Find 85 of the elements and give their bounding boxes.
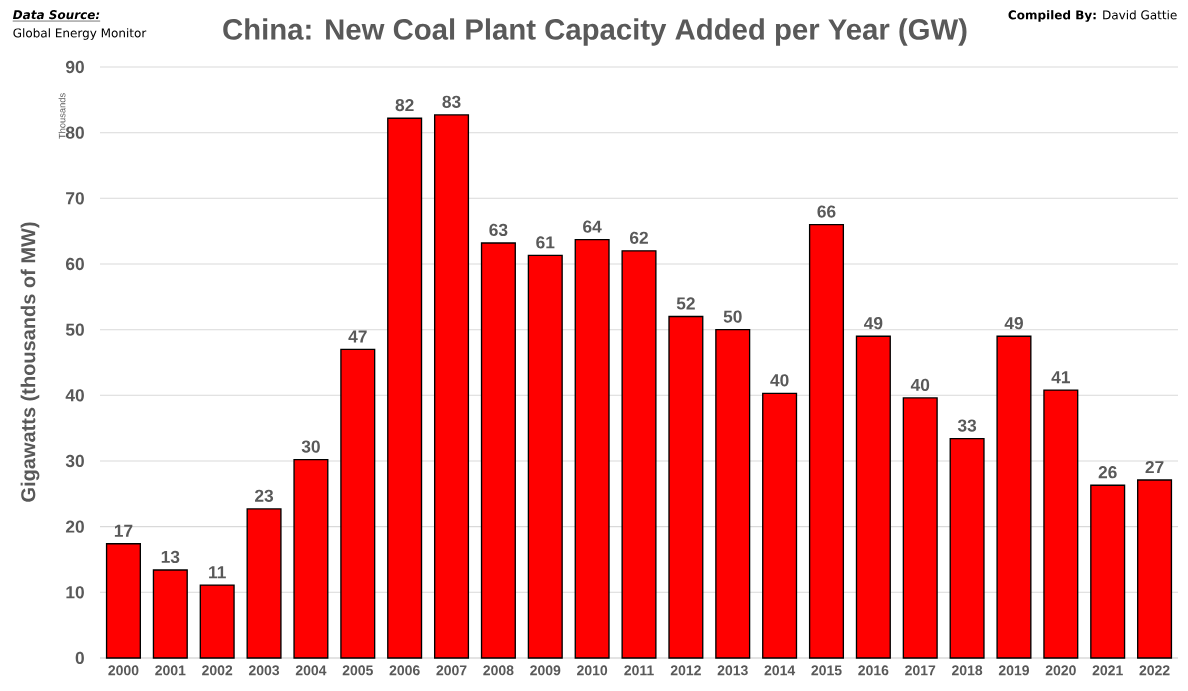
x-tick-label: 2022 [1139, 665, 1170, 676]
bar [715, 328, 751, 659]
data-label: 17 [114, 524, 133, 537]
x-tick-label: 2011 [624, 665, 654, 676]
data-label: 66 [817, 205, 836, 218]
y-tick-label: 40 [65, 389, 84, 402]
x-tick-label: 2008 [483, 665, 514, 676]
data-label: 27 [1145, 460, 1164, 474]
bar [527, 254, 563, 659]
data-label: 40 [770, 374, 789, 387]
x-tick-label: 2018 [952, 665, 983, 676]
x-tick-label: 2014 [764, 665, 796, 676]
data-label: 64 [583, 220, 602, 233]
text: Global Energy Monitor [13, 28, 147, 40]
data-label: 41 [1051, 371, 1070, 384]
x-tick-label: 2004 [295, 665, 327, 676]
y-tick-label: 60 [65, 257, 84, 271]
bar [668, 315, 704, 659]
data-label: 40 [910, 378, 930, 392]
bar [762, 392, 798, 659]
x-tick-label: 2020 [1045, 665, 1076, 676]
bar [996, 335, 1032, 659]
y-tick-label: 50 [65, 323, 84, 336]
x-tick-label: 2013 [717, 665, 748, 676]
x-tick-label: 2005 [342, 665, 373, 676]
data-label: 11 [209, 566, 226, 579]
y-tick-label: 70 [66, 192, 84, 205]
x-tick-label: 2006 [389, 665, 420, 676]
bar [293, 459, 329, 659]
bar [621, 250, 657, 659]
x-tick-label: 2002 [202, 665, 233, 676]
bar [387, 117, 423, 659]
y-tick-label: 20 [65, 520, 84, 533]
x-tick-label: 2007 [436, 665, 467, 676]
bar [433, 114, 470, 659]
x-tick-label: 2016 [858, 665, 889, 676]
data-label: 33 [957, 419, 977, 432]
bar [246, 508, 282, 659]
bar [480, 242, 516, 659]
y-tick-label: 0 [75, 651, 84, 665]
y-tick-label: 30 [65, 454, 84, 468]
text: Compiled By: David Gattie [1008, 10, 1177, 22]
bar [855, 335, 891, 659]
x-tick-label: 2009 [530, 665, 561, 676]
data-label: 82 [395, 99, 414, 112]
data-label: 52 [676, 297, 695, 310]
data-label: 13 [161, 550, 180, 564]
text: Thousands [58, 93, 66, 139]
data-label: 61 [536, 236, 555, 249]
data-label: 63 [489, 223, 508, 237]
x-tick-label: 2003 [248, 665, 280, 676]
x-tick-label: 2015 [811, 665, 842, 676]
data-label: 50 [723, 310, 742, 323]
y-tick-label: 90 [65, 60, 84, 74]
x-tick-label: 2017 [905, 665, 936, 676]
y-tick-label: 10 [66, 586, 84, 599]
data-label: 49 [1004, 317, 1023, 330]
data-label: 23 [255, 489, 274, 502]
x-tick-label: 2010 [577, 665, 608, 676]
bar [902, 397, 938, 659]
x-tick-label: 2000 [108, 665, 139, 676]
bar [340, 348, 376, 659]
bar [1137, 479, 1173, 659]
x-tick-label: 2019 [998, 665, 1029, 676]
x-tick-label: 2021 [1092, 665, 1123, 676]
bar [808, 223, 845, 659]
data-label: 47 [348, 330, 367, 343]
data-label: 62 [629, 231, 648, 244]
y-tick-label: 80 [65, 126, 84, 139]
source-note: Data Source: [12, 10, 100, 20]
bar [574, 239, 610, 659]
x-tick-label: 2001 [155, 665, 186, 676]
bar [105, 543, 141, 659]
y-axis-title: Gigawatts (thousands of MW) [20, 222, 40, 502]
bar [1090, 484, 1126, 659]
bar [1043, 389, 1079, 659]
bar [152, 569, 188, 659]
data-label: 83 [442, 95, 461, 108]
x-tick-label: 2012 [670, 665, 701, 676]
bar [949, 437, 985, 659]
data-label: 49 [863, 317, 883, 330]
bar [199, 584, 235, 659]
data-label: 26 [1098, 466, 1117, 479]
data-label: 30 [301, 440, 320, 453]
chart-title: China: New Coal Plant Capacity Added per Year (GW) [223, 18, 967, 46]
